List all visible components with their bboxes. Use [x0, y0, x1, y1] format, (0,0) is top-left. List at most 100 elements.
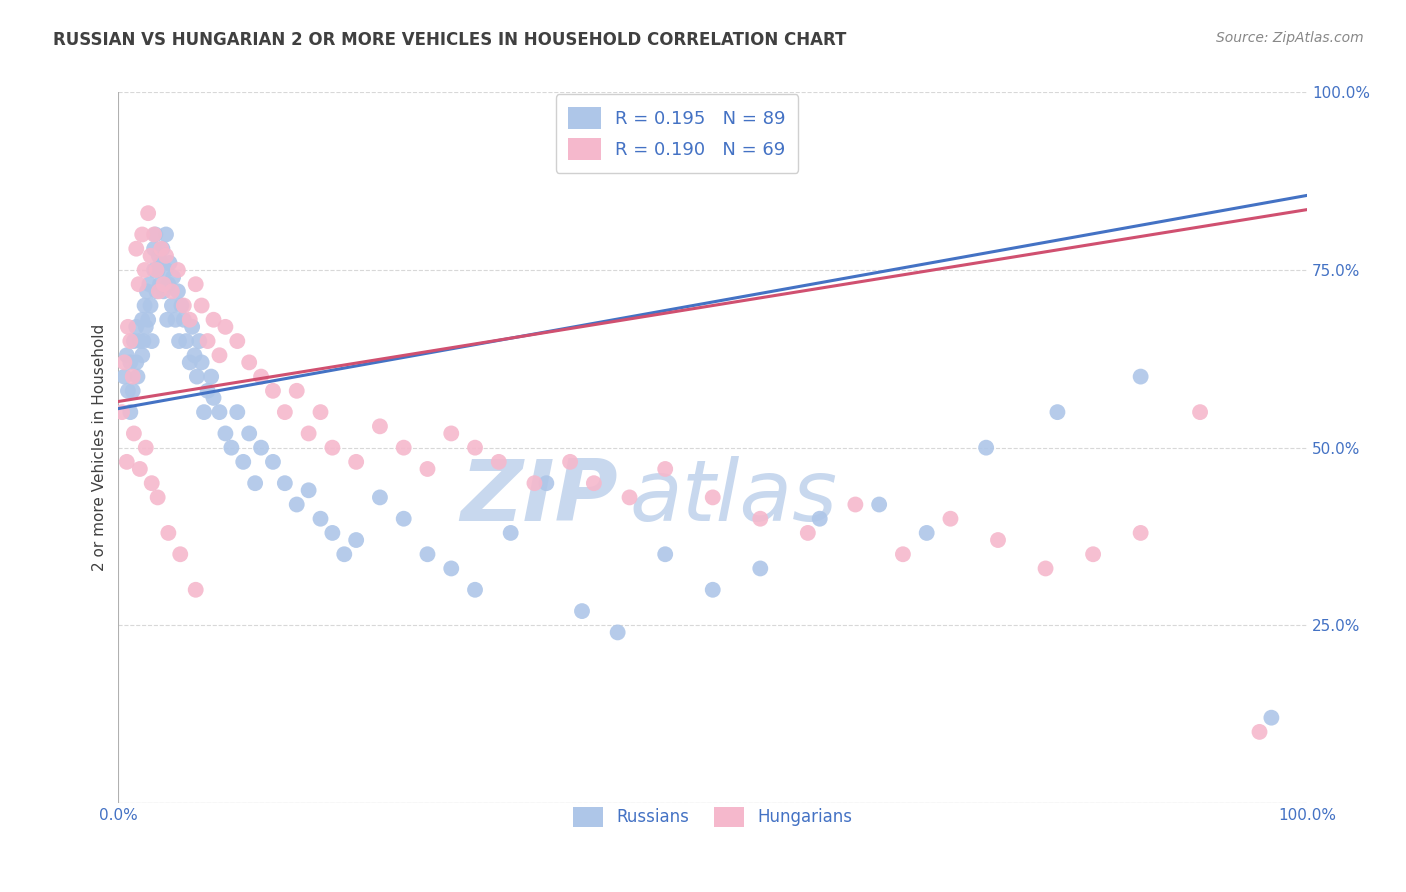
- Point: [152, 285, 174, 299]
- Point: [167, 263, 190, 277]
- Point: [1035, 561, 1057, 575]
- Point: [523, 476, 546, 491]
- Point: [134, 263, 156, 277]
- Point: [226, 405, 249, 419]
- Point: [138, 277, 160, 292]
- Point: [226, 334, 249, 348]
- Point: [157, 277, 180, 292]
- Point: [232, 455, 254, 469]
- Y-axis label: 2 or more Vehicles in Household: 2 or more Vehicles in Household: [93, 324, 107, 571]
- Text: RUSSIAN VS HUNGARIAN 2 OR MORE VEHICLES IN HOUSEHOLD CORRELATION CHART: RUSSIAN VS HUNGARIAN 2 OR MORE VEHICLES …: [53, 31, 846, 49]
- Point: [197, 334, 219, 348]
- Point: [135, 319, 157, 334]
- Point: [173, 299, 195, 313]
- Point: [1046, 405, 1069, 419]
- Point: [174, 334, 197, 348]
- Point: [132, 334, 155, 348]
- Point: [131, 227, 153, 242]
- Point: [392, 512, 415, 526]
- Point: [1081, 547, 1104, 561]
- Point: [131, 348, 153, 362]
- Point: [202, 391, 225, 405]
- Point: [128, 462, 150, 476]
- Point: [120, 355, 142, 369]
- Point: [127, 369, 149, 384]
- Point: [179, 312, 201, 326]
- Point: [148, 249, 170, 263]
- Point: [262, 384, 284, 398]
- Point: [939, 512, 962, 526]
- Point: [117, 319, 139, 334]
- Point: [169, 547, 191, 561]
- Point: [134, 299, 156, 313]
- Point: [131, 312, 153, 326]
- Point: [184, 582, 207, 597]
- Point: [181, 319, 204, 334]
- Point: [274, 405, 297, 419]
- Point: [143, 227, 166, 242]
- Point: [749, 512, 772, 526]
- Point: [190, 355, 212, 369]
- Point: [136, 206, 159, 220]
- Point: [165, 312, 187, 326]
- Point: [208, 405, 231, 419]
- Point: [571, 604, 593, 618]
- Point: [368, 419, 391, 434]
- Point: [112, 355, 135, 369]
- Point: [160, 299, 183, 313]
- Point: [159, 256, 181, 270]
- Point: [120, 334, 142, 348]
- Point: [1249, 725, 1271, 739]
- Point: [156, 312, 179, 326]
- Point: [122, 426, 145, 441]
- Point: [488, 455, 510, 469]
- Point: [221, 441, 243, 455]
- Point: [344, 533, 367, 547]
- Point: [309, 512, 332, 526]
- Point: [121, 369, 143, 384]
- Point: [120, 405, 142, 419]
- Point: [146, 263, 169, 277]
- Point: [155, 227, 177, 242]
- Point: [121, 384, 143, 398]
- Point: [117, 384, 139, 398]
- Point: [749, 561, 772, 575]
- Point: [152, 242, 174, 256]
- Point: [344, 455, 367, 469]
- Point: [238, 426, 260, 441]
- Point: [262, 455, 284, 469]
- Point: [654, 547, 676, 561]
- Point: [145, 263, 167, 277]
- Point: [188, 334, 211, 348]
- Point: [440, 426, 463, 441]
- Point: [149, 277, 172, 292]
- Point: [392, 441, 415, 455]
- Point: [160, 285, 183, 299]
- Point: [1129, 525, 1152, 540]
- Point: [111, 405, 134, 419]
- Point: [808, 512, 831, 526]
- Point: [193, 405, 215, 419]
- Point: [141, 476, 163, 491]
- Point: [145, 285, 167, 299]
- Point: [143, 263, 166, 277]
- Point: [274, 476, 297, 491]
- Point: [136, 312, 159, 326]
- Text: atlas: atlas: [630, 456, 838, 539]
- Point: [1129, 369, 1152, 384]
- Point: [606, 625, 628, 640]
- Point: [333, 547, 356, 561]
- Point: [321, 441, 343, 455]
- Point: [141, 334, 163, 348]
- Point: [250, 369, 273, 384]
- Point: [368, 491, 391, 505]
- Point: [150, 256, 173, 270]
- Point: [202, 312, 225, 326]
- Point: [250, 441, 273, 455]
- Point: [162, 270, 184, 285]
- Point: [582, 476, 605, 491]
- Point: [146, 491, 169, 505]
- Point: [139, 249, 162, 263]
- Point: [170, 299, 193, 313]
- Point: [157, 525, 180, 540]
